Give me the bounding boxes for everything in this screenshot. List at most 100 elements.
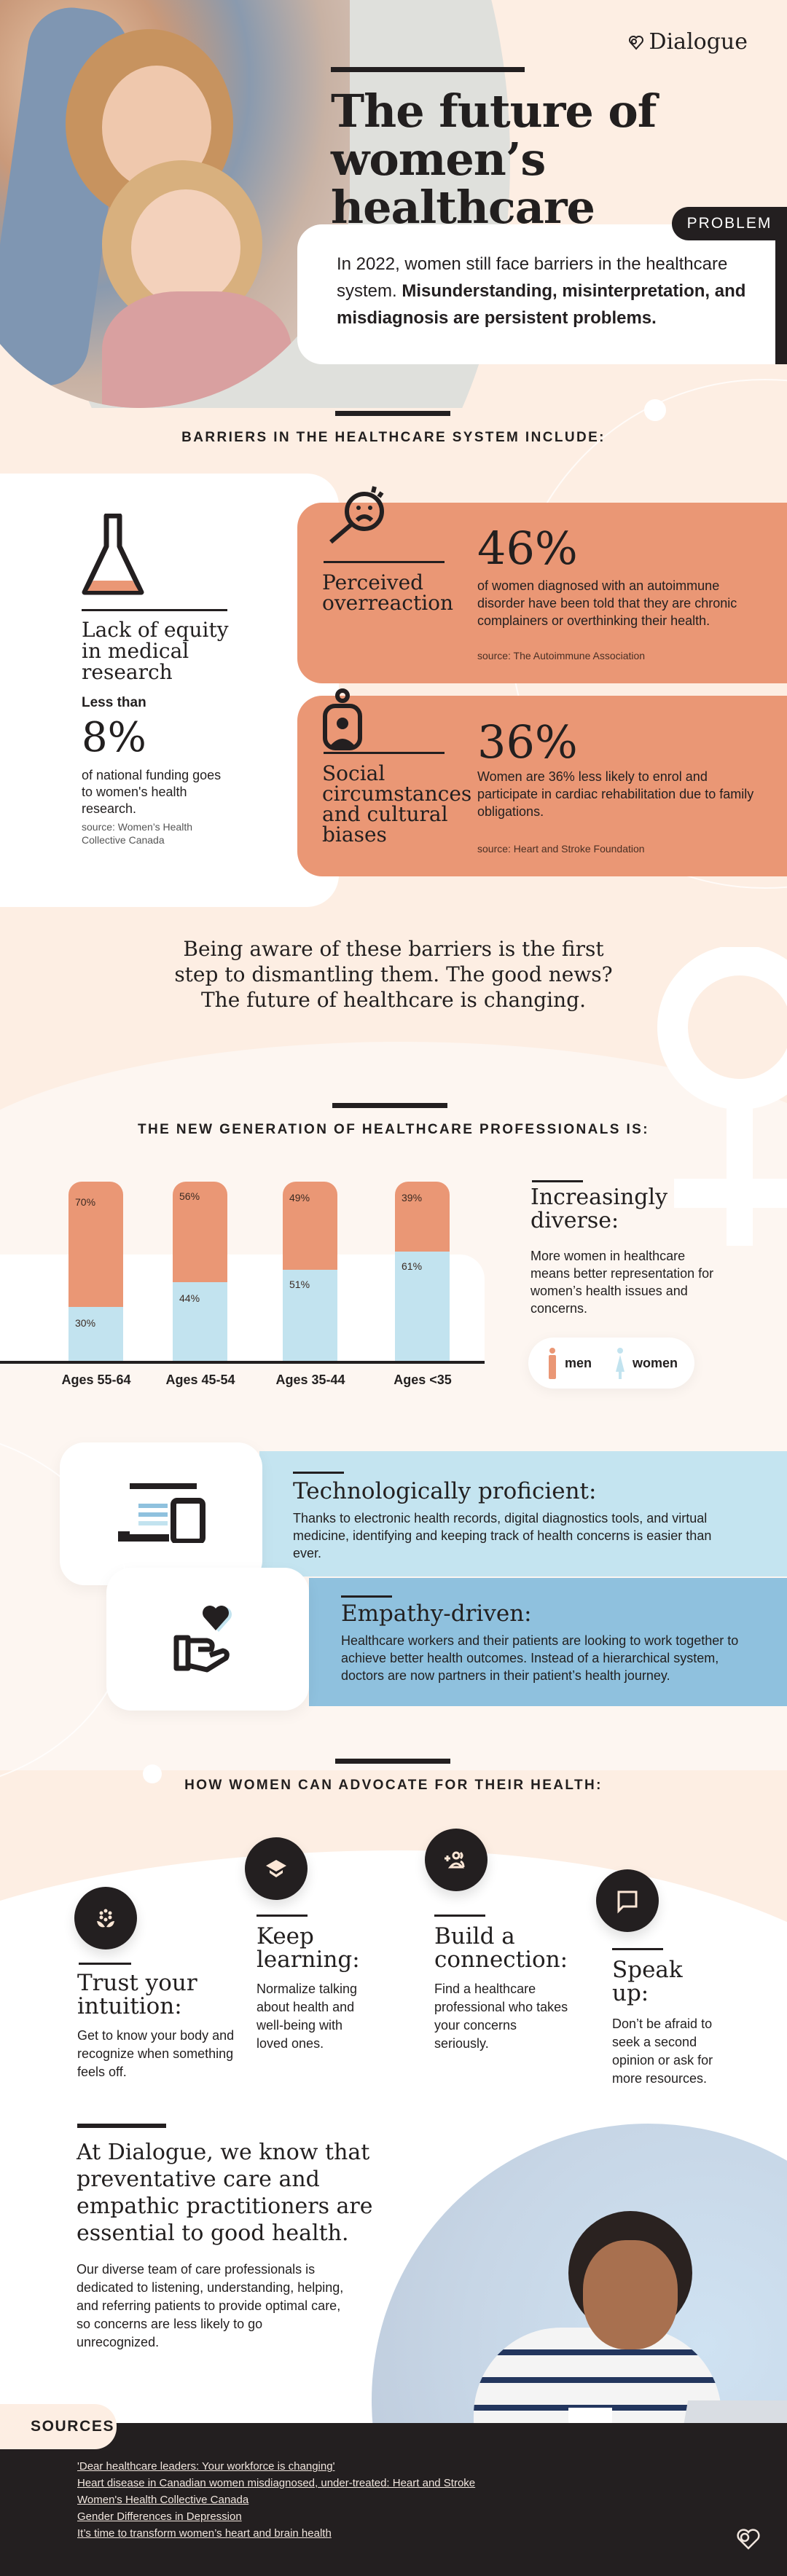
x-label: Ages 55-64 [61, 1373, 131, 1387]
source-link[interactable]: Women's Health Collective Canada [77, 2494, 249, 2506]
tip-rule [434, 1915, 485, 1917]
card-stat: 46% [477, 522, 578, 575]
tip-rule [612, 1948, 663, 1950]
advocate-heading: HOW WOMEN CAN ADVOCATE FOR THEIR HEALTH: [184, 1778, 603, 1793]
add-people-icon [445, 1851, 465, 1869]
heart-logo-icon [628, 35, 643, 50]
problem-text-plain: In 2022, women still face barriers in th… [337, 254, 728, 301]
quote-line: Being aware of these barriers is the fir… [183, 937, 604, 961]
tip-rule [257, 1915, 308, 1917]
card-body: Women are 36% less likely to enrol and p… [477, 769, 754, 819]
decorative-dot [644, 399, 666, 421]
title-line-2: women’s healthcare [331, 133, 595, 234]
problem-text-bold: Misunderstanding, misinterpretation, and… [337, 281, 746, 328]
legend-men: men [565, 1355, 592, 1370]
feature-title: Technologically proficient: [293, 1478, 597, 1504]
x-label: Ages 35-44 [275, 1373, 345, 1387]
card-rule [324, 561, 445, 563]
source-link[interactable]: Gender Differences in Depression [77, 2510, 242, 2523]
bar-ages-35-44: 49% 51% [283, 1182, 337, 1361]
source-link[interactable]: It’s time to transform women’s heart and… [77, 2527, 332, 2540]
feature-rule [293, 1472, 344, 1474]
graduation-cap-icon-badge [245, 1837, 308, 1900]
new-generation-heading: THE NEW GENERATION OF HEALTHCARE PROFESS… [138, 1122, 649, 1137]
card-source: source: Heart and Stroke Foundation [477, 843, 645, 855]
women-value: 61% [402, 1260, 423, 1272]
tip-title: Keep learning: [257, 1923, 360, 1973]
closing-rule [77, 2124, 166, 2128]
chat-bubble-icon [617, 1890, 638, 1914]
tip-title: Trust your intuition: [77, 1970, 197, 2019]
men-value: 49% [289, 1192, 310, 1203]
tip-rule [79, 1963, 131, 1965]
feature-body: Thanks to electronic health records, dig… [293, 1511, 712, 1560]
decorative-dot [143, 1764, 162, 1783]
flask-icon [82, 514, 144, 595]
brand-name: Dialogue [649, 29, 748, 55]
tip-body: Find a healthcare professional who takes… [434, 1982, 568, 2051]
person-badge-icon [323, 688, 362, 750]
devices-icon [118, 1483, 205, 1543]
women-value: 44% [179, 1292, 200, 1304]
barriers-heading: BARRIERS IN THE HEALTHCARE SYSTEM INCLUD… [181, 430, 606, 445]
quote-line: The future of healthcare is changing. [200, 988, 586, 1012]
card-body: of women diagnosed with an autoimmune di… [477, 578, 737, 628]
diverse-body: More women in healthcare means better re… [530, 1249, 714, 1316]
feature-card-empathy [309, 1578, 787, 1706]
tip-body: Normalize talking about health and well-… [257, 1982, 358, 2051]
equity-stat: 8% [82, 714, 146, 761]
x-label: Ages <35 [394, 1373, 452, 1387]
women-value: 51% [289, 1278, 310, 1290]
card-title: Perceived overreaction [322, 570, 454, 615]
sources-label: SOURCES [0, 2404, 117, 2449]
transition-quote: Being aware of these barriers is the fir… [0, 936, 787, 1013]
section-rule [332, 1103, 447, 1108]
feature-card-tech [259, 1451, 787, 1576]
equity-source: source: Women’s Health Collective Canada [82, 821, 192, 846]
title-rule [331, 67, 525, 72]
feature-body: Healthcare workers and their patients ar… [341, 1633, 739, 1683]
diverse-title: Increasingly diverse: [530, 1185, 668, 1233]
man-figure-icon [549, 1348, 556, 1379]
tip-body: Don’t be afraid to seek a second opinion… [612, 2017, 713, 2086]
quote-line: step to dismantling them. The good news? [174, 962, 613, 986]
source-link[interactable]: Heart disease in Canadian women misdiagn… [77, 2477, 476, 2489]
brand-logo[interactable]: Dialogue [627, 29, 748, 55]
card-source: source: The Autoimmune Association [477, 650, 646, 661]
men-value: 56% [179, 1190, 200, 1202]
equity-body: of national funding goes to women's heal… [82, 768, 222, 816]
sources-list: 'Dear healthcare leaders: Your workforce… [77, 2461, 475, 2539]
equity-card [0, 474, 339, 907]
section-rule [335, 411, 450, 416]
feature-rule [341, 1595, 392, 1598]
title-line-1: The future of [331, 85, 657, 138]
tip-title: Speak up: [612, 1957, 683, 2006]
hero-photo-mother-daughter [0, 0, 350, 408]
chart-legend: men women [528, 1338, 694, 1389]
equity-title: Lack of equity in medical research [82, 618, 229, 684]
bar-ages-55-64: 70% 30% [68, 1182, 123, 1361]
diverse-rule [532, 1180, 583, 1182]
bar-ages-45-54: 56% 44% [173, 1182, 227, 1361]
feature-title: Empathy-driven: [341, 1601, 532, 1627]
chart-x-axis [0, 1361, 485, 1364]
men-value: 39% [402, 1192, 423, 1203]
female-symbol-icon [657, 947, 787, 1246]
tip-title: Build a connection: [434, 1923, 568, 1973]
barrier-card-social [297, 696, 787, 876]
equity-qualifier: Less than [82, 695, 146, 710]
sources-footer [0, 2423, 787, 2576]
problem-statement: In 2022, women still face barriers in th… [337, 251, 759, 331]
barrier-card-overreaction [297, 503, 787, 683]
problem-card [297, 224, 775, 364]
closing-body: Our diverse team of care professionals i… [77, 2262, 344, 2349]
card-stat: 36% [477, 715, 578, 769]
chat-bubble-icon-badge [596, 1869, 659, 1932]
card-title: Social circumstances and cultural biases [322, 761, 472, 847]
add-people-icon-badge [425, 1829, 488, 1891]
problem-card-accent [775, 224, 787, 364]
card-rule [324, 752, 445, 754]
flower-icon-badge [74, 1887, 137, 1949]
source-link[interactable]: 'Dear healthcare leaders: Your workforce… [77, 2460, 335, 2473]
heart-logo-icon [737, 2529, 760, 2550]
